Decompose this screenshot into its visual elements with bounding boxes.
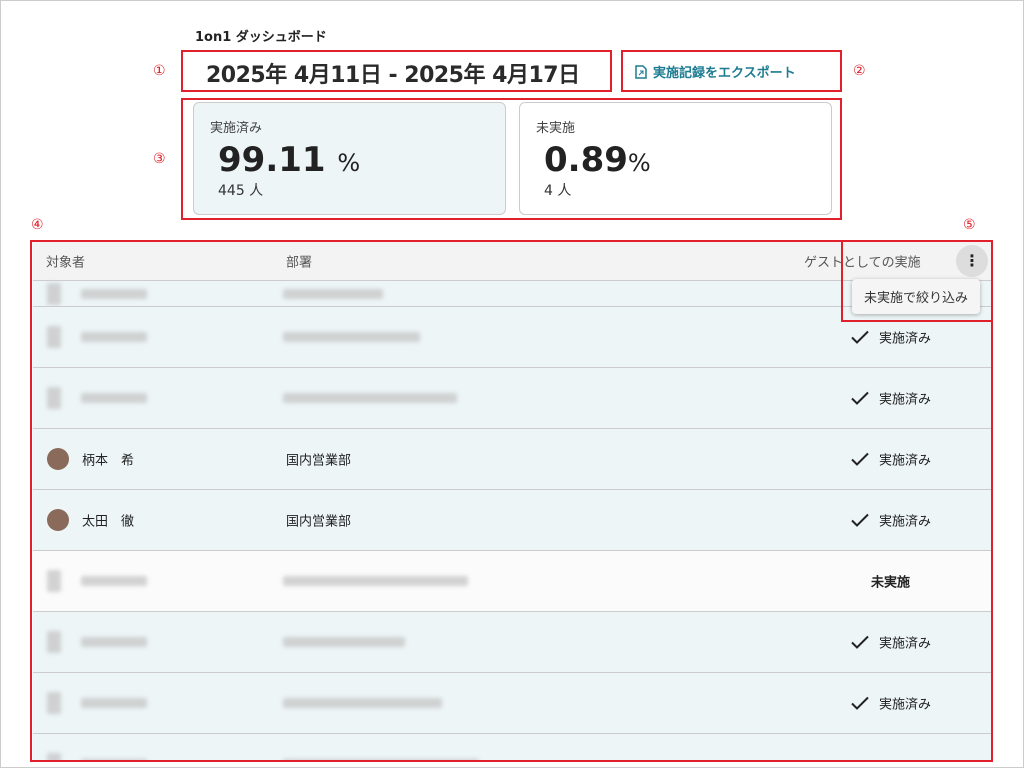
annotation-4: ④ <box>31 217 44 233</box>
status-completed: 実施済み <box>851 633 931 652</box>
table-row[interactable]: 実施済み <box>33 368 991 429</box>
dept-redacted <box>283 393 457 403</box>
name-redacted <box>81 637 147 647</box>
not-completed-card: 未実施 0.89% 4 人 <box>519 102 832 215</box>
name-redacted <box>81 288 147 299</box>
avatar <box>47 448 69 470</box>
avatar <box>47 692 61 714</box>
date-range[interactable]: 2025年 4月11日 - 2025年 4月17日 <box>206 63 580 88</box>
annotation-2: ② <box>853 63 866 79</box>
not-completed-percent: 0.89% <box>544 140 651 180</box>
avatar <box>47 282 61 305</box>
status-completed: 実施済み <box>851 328 931 347</box>
check-icon <box>851 696 869 710</box>
table-header: 対象者 部署 ゲストとしての実施 <box>33 241 991 281</box>
dept-redacted <box>283 698 442 708</box>
annotation-5: ⑤ <box>963 217 976 233</box>
column-header-dept[interactable]: 部署 <box>286 255 313 270</box>
check-icon <box>851 452 869 466</box>
column-header-name[interactable]: 対象者 <box>46 255 86 270</box>
page-title: 1on1 ダッシュボード <box>195 30 327 45</box>
card-label: 実施済み <box>210 121 263 136</box>
check-icon <box>851 330 869 344</box>
card-label: 未実施 <box>536 121 576 136</box>
annotation-1: ① <box>153 63 166 79</box>
export-label: 実施記録をエクスポート <box>653 66 796 81</box>
check-icon <box>851 635 869 649</box>
table-row[interactable]: 実施済み <box>33 307 991 368</box>
avatar <box>47 631 61 653</box>
check-icon <box>851 513 869 527</box>
table-row[interactable]: 実施済み <box>33 673 991 734</box>
annotation-box-1 <box>181 50 612 92</box>
annotation-box-3 <box>181 98 842 220</box>
filter-not-completed-menu-item[interactable]: 未実施で絞り込み <box>852 279 981 314</box>
dept-redacted <box>283 288 383 299</box>
table-row[interactable]: 柄本 希 国内営業部 実施済み <box>33 429 991 490</box>
table-row[interactable] <box>33 281 991 307</box>
annotation-box-2 <box>621 50 842 92</box>
members-table: 対象者 部署 ゲストとしての実施 実施済み 実施済み 柄本 希国内営業部 実施済み 太田… <box>33 241 991 761</box>
name-redacted <box>81 332 147 342</box>
table-row[interactable]: 実施済み <box>33 612 991 673</box>
member-name: 柄本 希 <box>82 453 135 469</box>
more-options-icon[interactable]: ⋮ <box>956 245 988 277</box>
check-icon <box>851 391 869 405</box>
avatar <box>47 509 69 531</box>
annotation-3: ③ <box>153 151 166 167</box>
name-redacted <box>81 576 147 586</box>
status-completed: 実施済み <box>851 389 931 408</box>
column-header-guest[interactable]: ゲストとしての実施 <box>804 255 921 270</box>
annotation-box-5 <box>841 240 993 322</box>
status-completed: 実施済み <box>851 511 931 530</box>
member-dept: 国内営業部 <box>286 453 352 469</box>
dept-redacted <box>283 637 405 647</box>
not-completed-count: 4 人 <box>544 183 572 199</box>
table-row[interactable]: 太田 徹 国内営業部 実施済み <box>33 490 991 551</box>
dept-redacted <box>283 332 420 342</box>
avatar <box>47 387 61 409</box>
completed-percent: 99.11 % <box>218 140 361 180</box>
file-export-icon <box>635 64 647 79</box>
annotation-box-4 <box>30 240 993 762</box>
table-row[interactable]: 未実施 <box>33 551 991 612</box>
status-completed: 実施済み <box>851 694 931 713</box>
status-completed: 実施済み <box>851 450 931 469</box>
member-dept: 国内営業部 <box>286 514 352 530</box>
status-not-completed: 未実施 <box>871 575 911 591</box>
name-redacted <box>81 393 147 403</box>
avatar <box>47 753 61 761</box>
avatar <box>47 326 61 348</box>
completed-count: 445 人 <box>218 183 264 199</box>
avatar <box>47 570 61 592</box>
export-button[interactable]: 実施記録をエクスポート <box>635 62 796 81</box>
name-redacted <box>81 698 147 708</box>
member-name: 太田 徹 <box>82 514 135 530</box>
dept-redacted <box>283 576 468 586</box>
completed-card: 実施済み 99.11 % 445 人 <box>193 102 506 215</box>
